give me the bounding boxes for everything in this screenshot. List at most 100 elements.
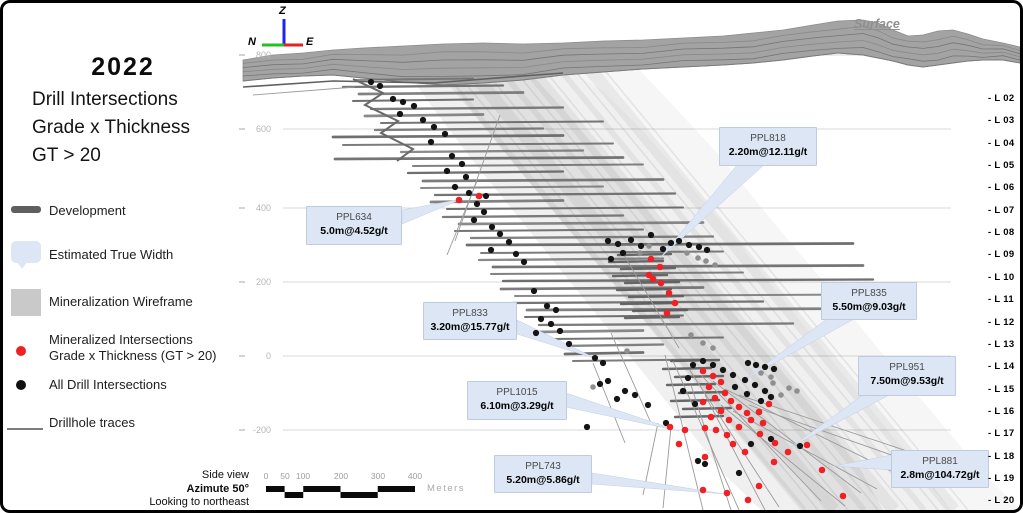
mineralized-intersection-dot bbox=[681, 426, 689, 434]
mineralized-intersection-dot bbox=[645, 271, 653, 279]
drill-intersection-dot bbox=[614, 240, 622, 248]
mineralized-intersection-dot bbox=[721, 389, 729, 397]
development-drift bbox=[357, 91, 525, 96]
mineralized-intersection-dot bbox=[803, 441, 811, 449]
drill-intersection-dot bbox=[532, 329, 540, 337]
mineralized-intersection-dot bbox=[699, 398, 707, 406]
development-drift bbox=[446, 206, 684, 210]
drill-intersection-dot-gray bbox=[794, 388, 800, 394]
development-stub bbox=[669, 358, 721, 363]
development-drift bbox=[369, 106, 565, 111]
drill-intersection-dot bbox=[761, 363, 769, 371]
drill-intersection-dot-gray bbox=[684, 250, 690, 256]
mineralized-intersection-dot bbox=[649, 275, 657, 283]
drillhole-trace bbox=[592, 362, 626, 444]
development-drift bbox=[511, 300, 765, 305]
scale-bar-segment bbox=[303, 486, 341, 492]
scale-bar-segment bbox=[377, 486, 415, 492]
drill-intersection-dot bbox=[637, 242, 645, 250]
development-drift bbox=[525, 307, 875, 312]
drill-intersection-dot bbox=[462, 173, 470, 181]
drill-intersection-dot bbox=[619, 249, 627, 257]
drillhole-trace bbox=[724, 388, 892, 472]
mineralized-intersection-dot bbox=[723, 489, 731, 497]
drill-intersection-dot bbox=[679, 387, 687, 395]
mineralized-intersection-dot bbox=[647, 255, 655, 263]
development-drift bbox=[373, 127, 545, 132]
wireframe-streak bbox=[541, 66, 909, 510]
development-stub bbox=[619, 266, 677, 271]
drill-intersection-dot-gray bbox=[646, 243, 652, 249]
drill-intersection-dot bbox=[767, 435, 775, 443]
development-stub bbox=[677, 390, 729, 395]
section-graphic bbox=[239, 19, 1020, 510]
mineralized-intersection-dot bbox=[735, 403, 743, 411]
drill-intersection-dot bbox=[537, 315, 545, 323]
drill-intersection-dot bbox=[627, 236, 635, 244]
development-drift bbox=[563, 351, 645, 356]
drill-intersection-dot bbox=[427, 138, 435, 146]
drill-intersection-dot bbox=[583, 423, 591, 431]
mineralized-intersection-dot bbox=[671, 299, 679, 307]
mineralized-intersection-dot bbox=[699, 367, 707, 375]
drill-intersection-dot bbox=[591, 354, 599, 362]
mineralized-intersection-dot bbox=[717, 378, 725, 386]
development-drift bbox=[499, 286, 705, 291]
wireframe-streak bbox=[571, 66, 939, 510]
mineralized-intersection-dot bbox=[709, 372, 717, 380]
drill-intersection-dot bbox=[488, 223, 496, 231]
drill-intersection-dot bbox=[684, 374, 692, 382]
surface-trace-line bbox=[242, 72, 564, 88]
development-drift bbox=[331, 134, 565, 139]
drill-intersection-dot bbox=[430, 123, 438, 131]
development-stub bbox=[669, 398, 721, 403]
drill-intersection-dot-gray bbox=[770, 380, 776, 386]
drill-intersection-dot bbox=[621, 387, 629, 395]
drill-intersection-dot bbox=[465, 189, 473, 197]
development-stub bbox=[631, 308, 689, 313]
drill-intersection-dot bbox=[631, 391, 639, 399]
development-drift bbox=[491, 264, 865, 269]
drill-intersection-dot bbox=[747, 440, 755, 448]
development-drift bbox=[441, 214, 625, 219]
drill-intersection-dot-gray bbox=[590, 384, 596, 390]
wireframe-band bbox=[401, 61, 951, 510]
drill-intersection-dot bbox=[743, 390, 751, 398]
drill-intersection-dot bbox=[458, 160, 466, 168]
drillhole-trace bbox=[690, 384, 732, 510]
drill-intersection-dot bbox=[604, 377, 612, 385]
drill-intersection-dot bbox=[451, 183, 459, 191]
development-stub bbox=[673, 414, 725, 419]
mineralized-intersection-dot bbox=[755, 408, 763, 416]
drill-intersection-dot bbox=[599, 359, 607, 367]
mineralized-intersection-dot bbox=[771, 439, 779, 447]
drill-intersection-dot bbox=[410, 102, 418, 110]
mineralized-intersection-dot bbox=[705, 383, 713, 391]
drill-intersection-dot bbox=[770, 365, 778, 373]
drill-intersection-dot-gray bbox=[786, 385, 792, 391]
drillhole-trace bbox=[732, 410, 878, 490]
drillhole-trace bbox=[662, 426, 672, 509]
drill-intersection-dot bbox=[543, 302, 551, 310]
development-drift bbox=[406, 170, 565, 175]
mineralized-intersection-dot bbox=[735, 423, 743, 431]
development-drift bbox=[537, 322, 795, 327]
development-stub bbox=[665, 382, 717, 387]
drillhole-trace bbox=[610, 332, 652, 424]
drill-intersection-dot bbox=[480, 208, 488, 216]
development-drift bbox=[550, 336, 724, 340]
mineralized-intersection-dot bbox=[717, 407, 725, 415]
development-drift bbox=[421, 178, 665, 183]
drill-intersection-dot bbox=[565, 340, 573, 348]
development-drift bbox=[480, 250, 724, 254]
drill-intersection-dot bbox=[731, 383, 739, 391]
mineralized-intersection-dot bbox=[475, 192, 483, 200]
drill-intersection-dot-gray bbox=[624, 348, 630, 354]
drill-intersection-dot bbox=[396, 110, 404, 118]
drill-intersection-dot bbox=[443, 167, 451, 175]
drill-intersection-dot-gray bbox=[695, 255, 701, 261]
mineralized-intersection-dot bbox=[699, 486, 707, 494]
drill-intersection-dot bbox=[694, 457, 702, 465]
drill-intersection-dot bbox=[689, 361, 697, 369]
drill-intersection-dot bbox=[675, 237, 683, 245]
